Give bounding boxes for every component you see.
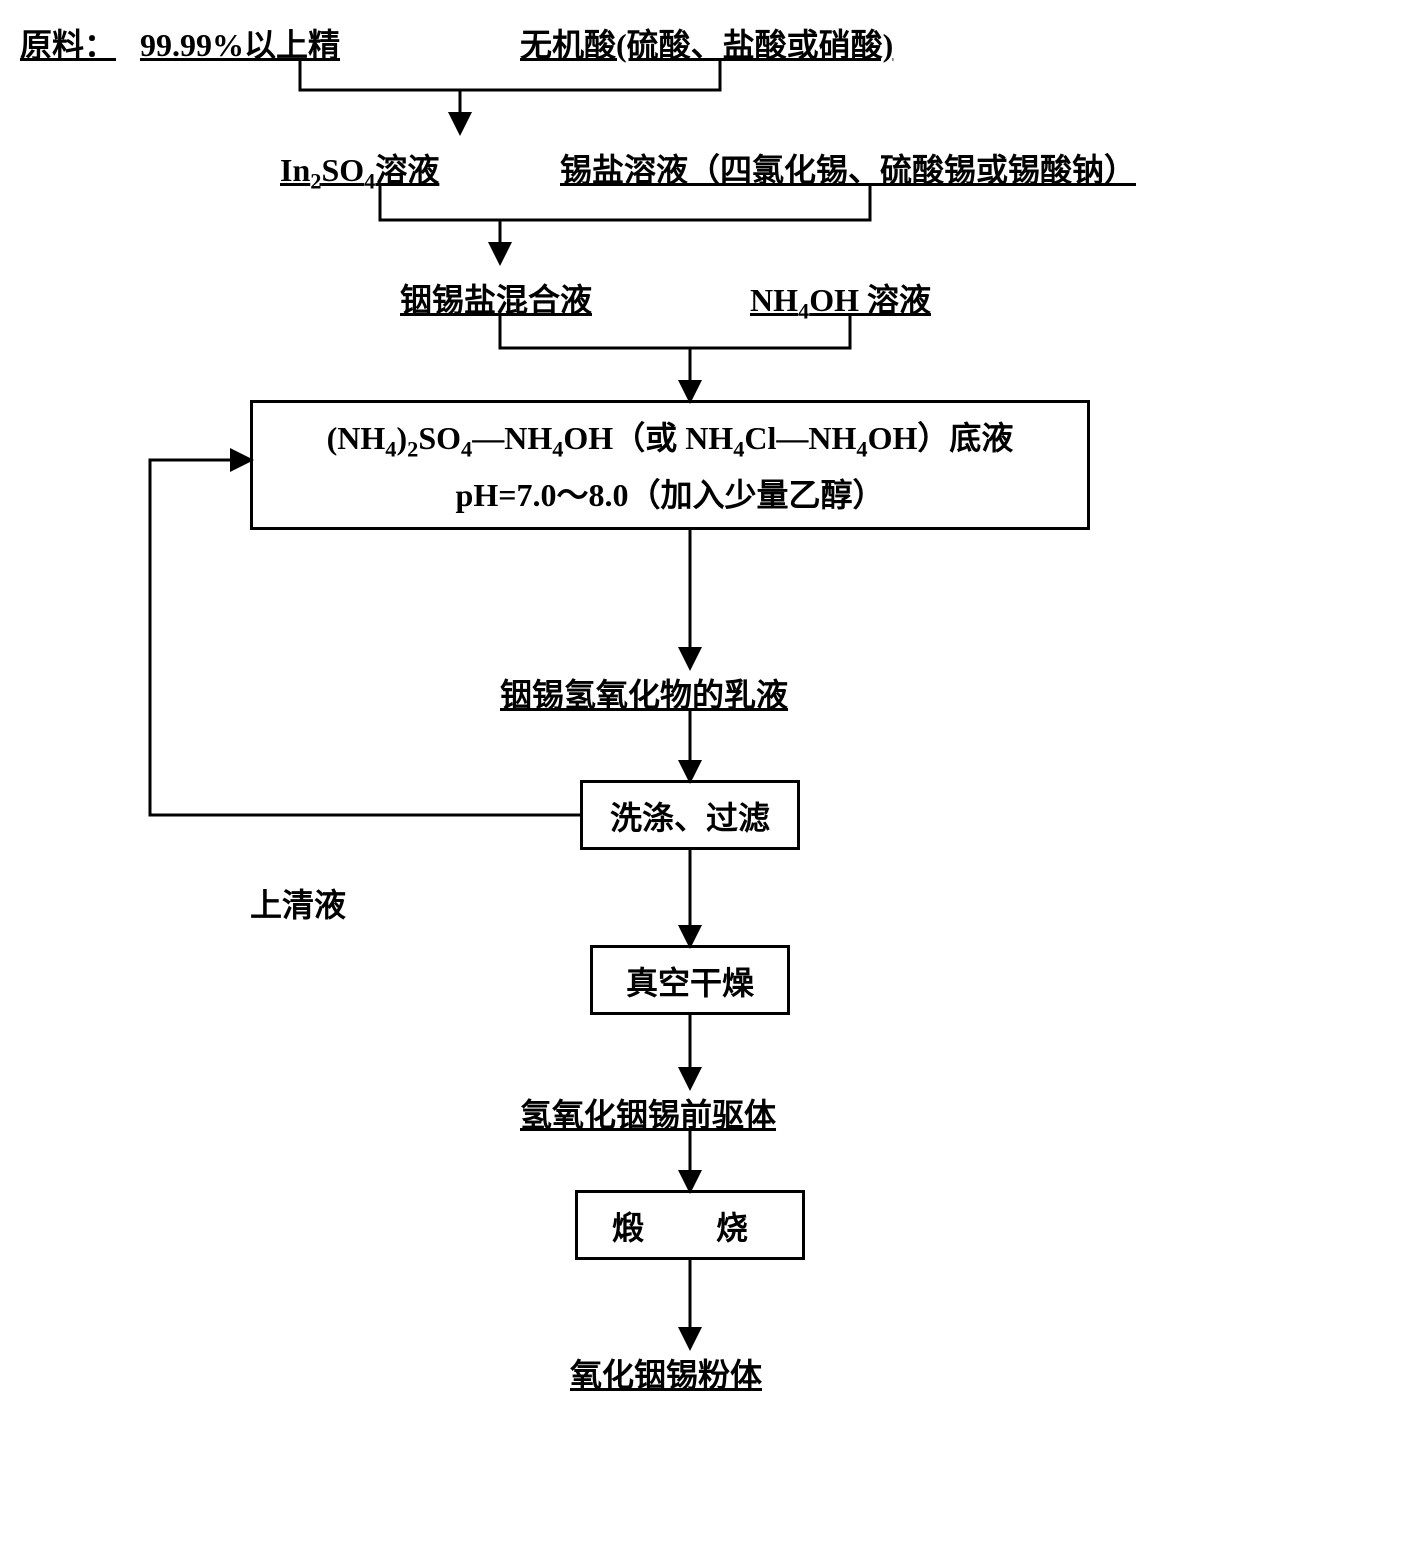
precursor: 氢氧化铟锡前驱体 bbox=[520, 1090, 776, 1136]
buffer-line1: (NH4)2SO4—NH4OH（或 NH4Cl—NH4OH）底液 bbox=[273, 413, 1067, 462]
calcine-box: 煅 烧 bbox=[575, 1190, 805, 1260]
flow-edge bbox=[500, 315, 690, 398]
flow-edge bbox=[300, 58, 460, 130]
tin-salt-solution: 锡盐溶液（四氯化锡、硫酸锡或锡酸钠） bbox=[560, 145, 1136, 191]
wash-filter-box: 洗涤、过滤 bbox=[580, 780, 800, 850]
inorganic-acid: 无机酸(硫酸、盐酸或硝酸) bbox=[520, 20, 893, 66]
nh4oh-solution: NH4OH 溶液 bbox=[750, 275, 931, 324]
buffer-line2: pH=7.0～8.0（加入少量乙醇） bbox=[273, 470, 1067, 516]
supernatant-label: 上清液 bbox=[250, 880, 346, 926]
vacuum-dry-box: 真空干燥 bbox=[590, 945, 790, 1015]
raw-material-label: 原料： bbox=[20, 20, 116, 66]
raw-material-value: 99.99%以上精 bbox=[140, 20, 340, 66]
in-sn-mix: 铟锡盐混合液 bbox=[400, 275, 592, 321]
flow-edge bbox=[380, 185, 500, 260]
flow-arrows bbox=[0, 0, 1408, 1555]
hydroxide-emulsion: 铟锡氢氧化物的乳液 bbox=[500, 670, 788, 716]
buffer-solution-box: (NH4)2SO4—NH4OH（或 NH4Cl—NH4OH）底液 pH=7.0～… bbox=[250, 400, 1090, 530]
ito-powder-product: 氧化铟锡粉体 bbox=[570, 1350, 762, 1396]
indium-solution: In2SO4溶液 bbox=[280, 145, 439, 194]
